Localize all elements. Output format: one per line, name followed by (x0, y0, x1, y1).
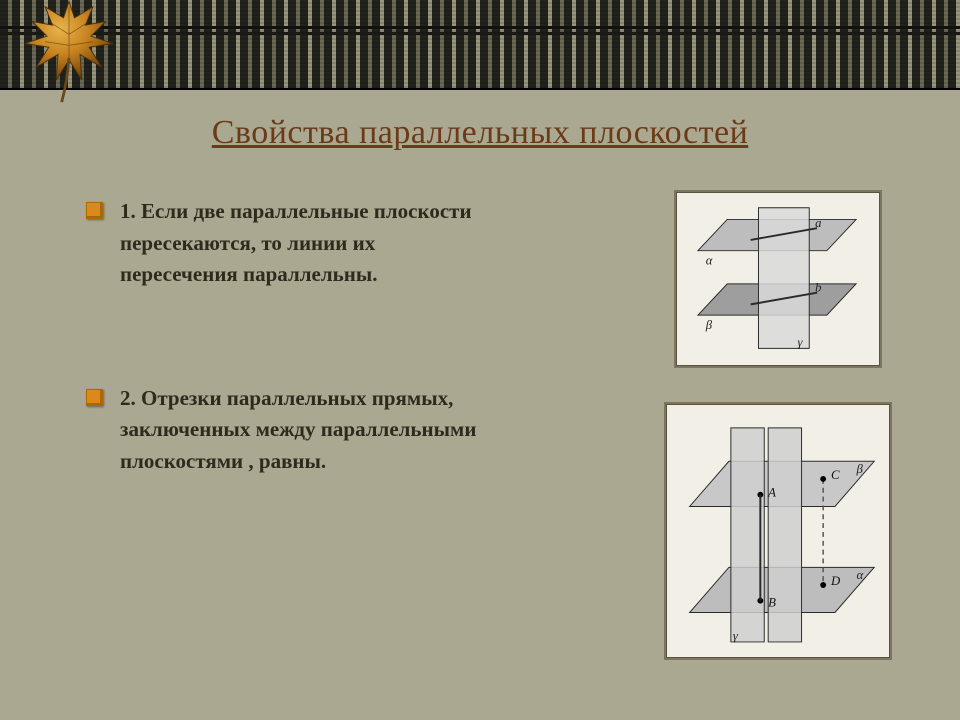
content-column: 1. Если две параллельные плоскости перес… (120, 196, 490, 569)
label-a: a (815, 216, 821, 230)
bullet-text-1: 1. Если две параллельные плоскости перес… (120, 199, 472, 286)
slide: Свойства параллельных плоскостей 1. Если… (0, 0, 960, 720)
label-alpha2: α (857, 568, 864, 582)
maple-leaf-decoration (14, 0, 124, 104)
label-C: C (831, 468, 840, 482)
label-b: b (815, 281, 821, 295)
label-A: A (767, 486, 776, 500)
label-alpha: α (706, 253, 713, 267)
bullet-text-2: 2. Отрезки параллельных прямых, заключен… (120, 386, 476, 473)
bullet-item-1: 1. Если две параллельные плоскости перес… (120, 196, 490, 291)
top-texture-border (0, 0, 960, 90)
figure-2: A C B D β α γ (664, 402, 892, 660)
label-beta2: β (856, 462, 864, 476)
slide-title: Свойства параллельных плоскостей (0, 114, 960, 152)
label-D: D (830, 574, 841, 588)
label-B: B (768, 596, 776, 610)
square-bullet-icon (86, 202, 103, 219)
bullet-item-2: 2. Отрезки параллельных прямых, заключен… (120, 383, 490, 478)
figure-1: α β γ a b (674, 190, 882, 368)
figures-column: α β γ a b (668, 190, 888, 660)
label-beta: β (705, 318, 713, 332)
square-bullet-icon (86, 389, 103, 406)
